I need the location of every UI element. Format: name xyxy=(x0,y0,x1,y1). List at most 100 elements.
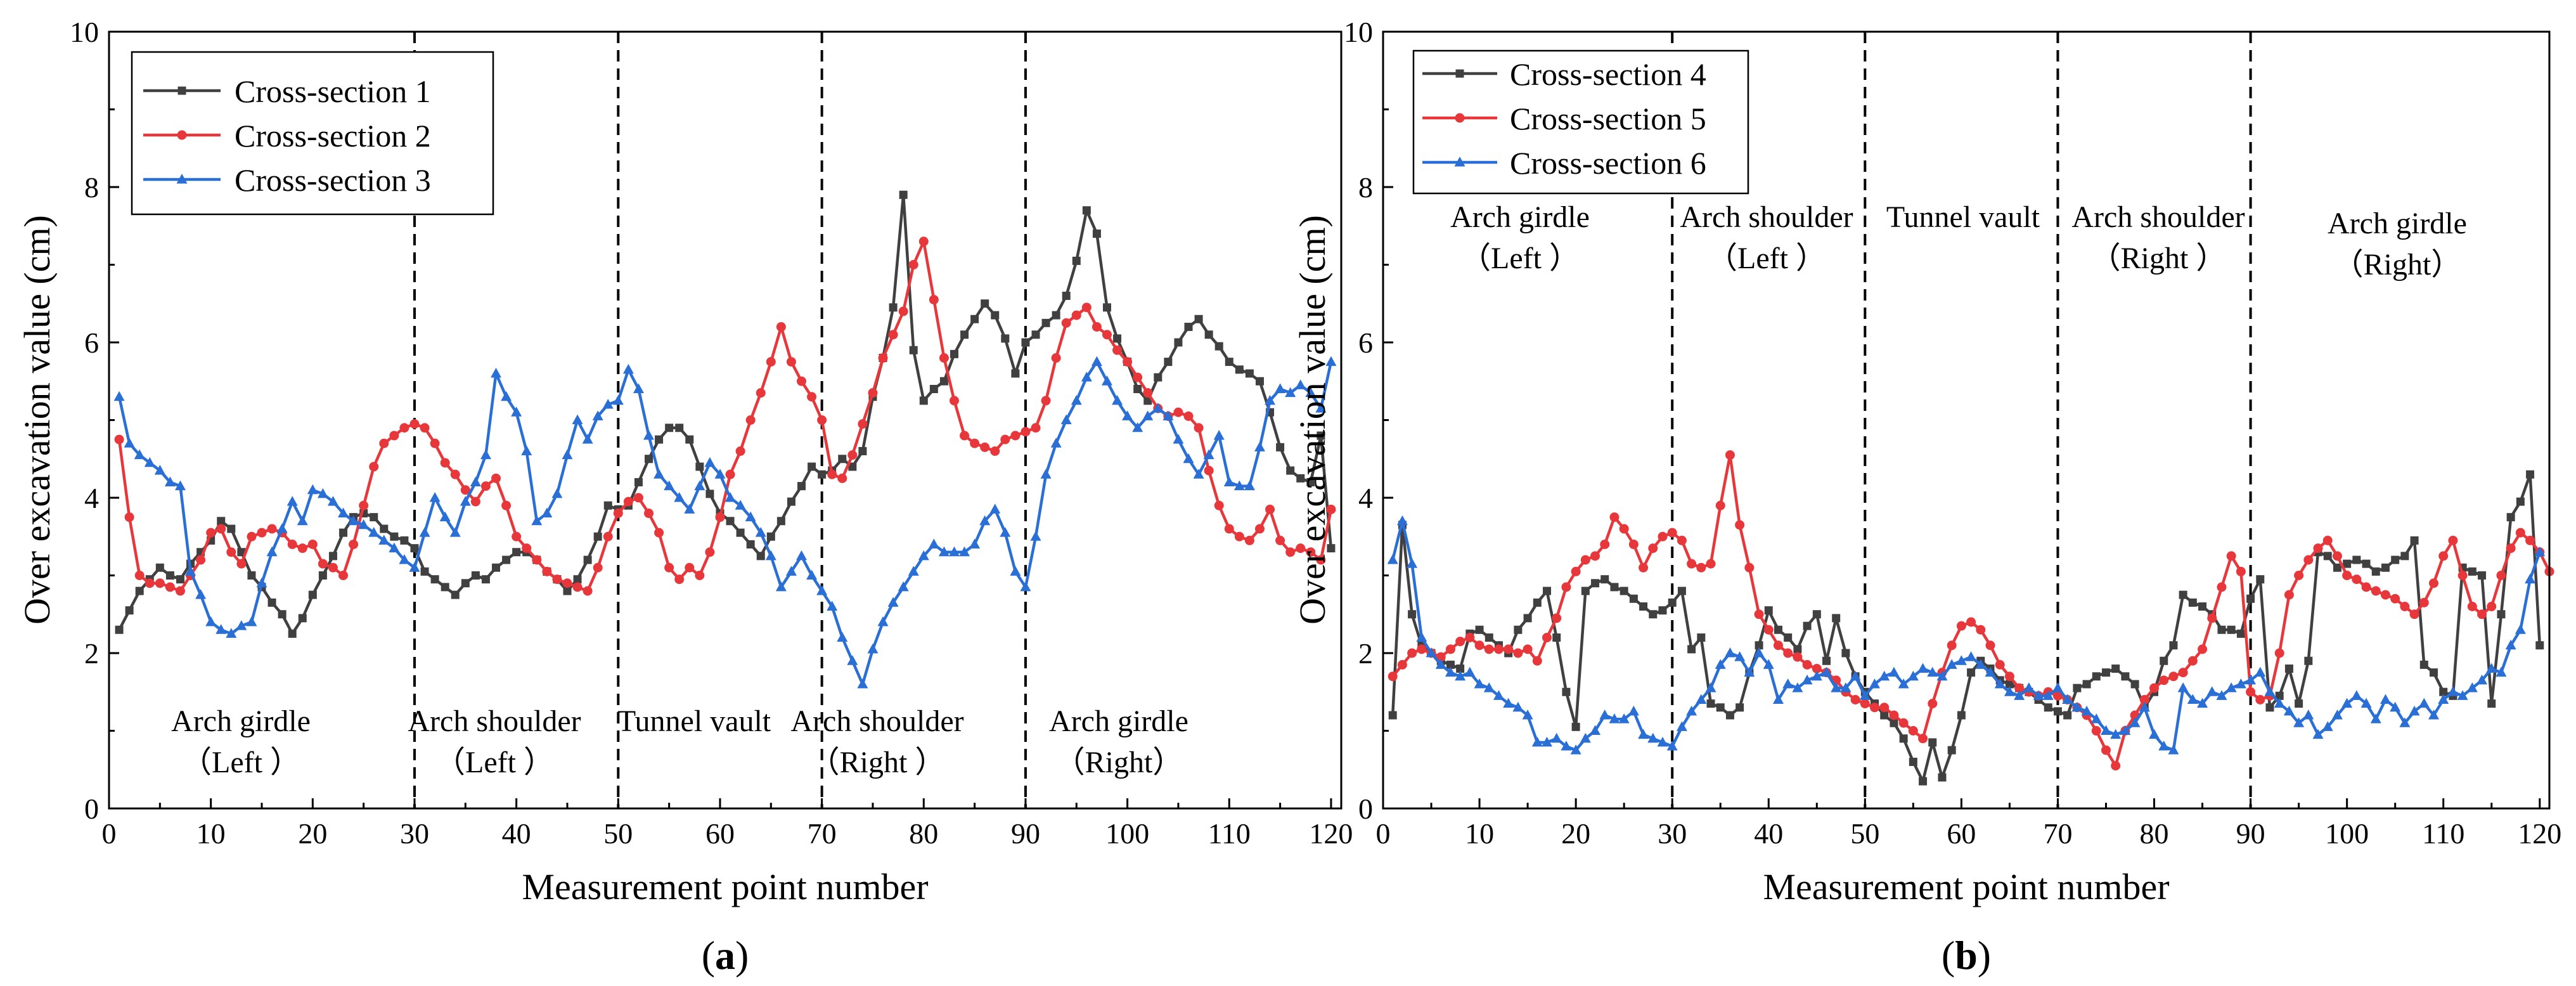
panel-a-series-3-point xyxy=(908,566,919,576)
panel-b-x-tick-label-70: 70 xyxy=(2043,817,2072,850)
panel-a-series-2-point xyxy=(1326,504,1336,514)
panel-b-x-tick-label-100: 100 xyxy=(2325,817,2369,850)
panel-a-series-2-point xyxy=(633,493,643,503)
panel-b-series-3-point xyxy=(1638,729,1649,739)
panel-a-series-2-point xyxy=(175,586,185,596)
panel-a-series-3-point xyxy=(684,503,695,514)
panel-a-series-1-point xyxy=(970,315,979,323)
panel-a-series-2-point xyxy=(1102,330,1112,340)
panel-a-series-2-point xyxy=(1194,423,1204,433)
panel-a-y-tick-label-6: 6 xyxy=(84,327,99,359)
panel-a-series-3-point xyxy=(1000,527,1011,537)
panel-b-series-1-point xyxy=(2381,563,2390,572)
panel-a-ticks: 0 10 20 30 40 50 60 70 80 90 100 110 120 0 2 4 6 8 10 xyxy=(70,16,1353,850)
panel-b-series-2-point xyxy=(1388,671,1398,682)
panel-b-y-tick-label-6: 6 xyxy=(1358,327,1373,359)
panel-a-series-3-point xyxy=(602,399,614,409)
panel-a-series-3-point xyxy=(827,600,838,611)
panel-b-series-2-point xyxy=(1504,644,1514,654)
panel-b-series-1-point xyxy=(2352,555,2361,564)
panel-a-series-1-point xyxy=(390,532,399,541)
panel-b-series-2-point xyxy=(2380,590,2390,600)
panel-b-series-1-point xyxy=(2526,470,2535,479)
panel-b-series-2-point xyxy=(2052,691,2063,701)
panel-a-series-3-point xyxy=(765,550,776,561)
panel-b-ticks: 0 10 20 30 40 50 60 70 80 90 100 110 120 0 2 4 6 8 10 xyxy=(1344,16,2561,850)
panel-b-series-2-point xyxy=(1908,726,1918,736)
panel-b-series-2-point xyxy=(1976,625,1986,635)
panel-b-series-1-point xyxy=(2304,656,2313,665)
panel-a-series-1-point xyxy=(583,555,592,564)
panel-b-series-2-point xyxy=(1493,644,1504,654)
panel-b-series-3-point xyxy=(1426,647,1437,658)
panel-a-series-1-point xyxy=(441,583,449,592)
panel-b-series-3-point xyxy=(2014,690,2025,700)
panel-a-series-1-point xyxy=(787,497,795,506)
panel-a-series-2-point xyxy=(236,559,247,569)
panel-a-series-3-point xyxy=(989,503,1001,514)
panel-b-series-2-point xyxy=(1706,559,1716,569)
panel-b-region-1-side: （Left ） xyxy=(1460,242,1580,275)
panel-b-series-2-point xyxy=(1889,710,1899,720)
panel-a-series-2-point xyxy=(338,571,349,580)
panel-b-series-1-point xyxy=(1890,718,1898,727)
panel-b-series-2-point xyxy=(2361,582,2371,592)
panel-b-series-1-point xyxy=(2227,625,2236,634)
panel-a-series-1-point xyxy=(573,575,582,584)
panel-a-series-1-point xyxy=(176,575,184,584)
panel-a-series-3-point xyxy=(633,383,644,393)
panel-b-series-3-point xyxy=(1696,694,1707,704)
panel-b-series-2-point xyxy=(1667,528,1677,538)
panel-a-x-axis-title: Measurement point number xyxy=(522,866,928,907)
panel-a-series-3-point xyxy=(1152,403,1164,413)
panel-b-series-3-point xyxy=(1483,682,1495,692)
panel-b-series-1-point xyxy=(1725,711,1734,720)
panel-a-y-axis-title: Over excavation value (cm) xyxy=(16,215,58,625)
panel-a-series-1-point xyxy=(1102,303,1111,312)
panel-b-series-3-point xyxy=(1407,558,1418,568)
panel-b-series-2-point xyxy=(1628,540,1639,549)
panel-a-series-2-point xyxy=(1041,396,1051,406)
panel-b-series-3-point xyxy=(1859,690,1871,700)
panel-a-series-1-point xyxy=(1001,334,1010,343)
panel-a-series-1-point xyxy=(1113,334,1122,343)
panel-b-series-1-point xyxy=(2468,567,2476,576)
panel-a-series-2-point xyxy=(1112,345,1123,355)
panel-b-series-3-point xyxy=(1879,670,1890,681)
panel-a-series-3-point xyxy=(837,632,848,642)
panel-a-series-2-point xyxy=(1000,434,1010,444)
panel-a-series-2-point xyxy=(960,431,970,441)
panel-b-series-2-point xyxy=(1600,540,1610,549)
panel-a-series-3-point xyxy=(775,581,787,592)
panel-b-series-2-point xyxy=(1658,531,1668,542)
panel-b-series-1-point xyxy=(2082,680,2091,689)
panel-a-series-2-point xyxy=(420,423,430,433)
panel-b-series-1-point xyxy=(1446,660,1455,669)
panel-b-series-3-point xyxy=(2120,725,2131,735)
panel-a-series-1-point xyxy=(756,552,765,561)
panel-b-series-3-point xyxy=(1763,659,1774,669)
panel-a-series-3-point xyxy=(867,643,879,654)
panel-a-x-tick-label-20: 20 xyxy=(298,817,327,850)
panel-a-series-1-point xyxy=(960,330,969,339)
panel-b-series-1-point xyxy=(1658,606,1667,615)
panel-a-series-3-point xyxy=(643,430,655,440)
panel-a-series-2-point xyxy=(908,260,918,269)
panel-b-y-tick-label-4: 4 xyxy=(1358,482,1373,514)
panel-b-series-1-point xyxy=(2236,629,2245,638)
panel-b-series-2-point xyxy=(2294,571,2304,580)
panel-b-series-1-point xyxy=(1629,594,1638,603)
panel-a-y-tick-label-2: 2 xyxy=(84,637,99,670)
panel-a-series-1-point xyxy=(339,528,348,537)
panel-b-series-3-point xyxy=(2139,701,2150,712)
panel-b-series-2-point xyxy=(1513,648,1523,658)
panel-b-series-1-point xyxy=(2275,691,2284,700)
panel-b-series-1-point xyxy=(2419,660,2428,669)
panel-a-series-3-point xyxy=(959,546,970,557)
panel-b-series-2-point xyxy=(1648,543,1658,554)
panel-b-series-2-point xyxy=(2352,574,2362,585)
panel-a-series-1-point xyxy=(981,299,989,308)
panel-b-series-3-point xyxy=(1907,670,1919,681)
panel-b-series-3-point xyxy=(2052,682,2063,692)
panel-b-series-3-point xyxy=(1724,647,1736,658)
